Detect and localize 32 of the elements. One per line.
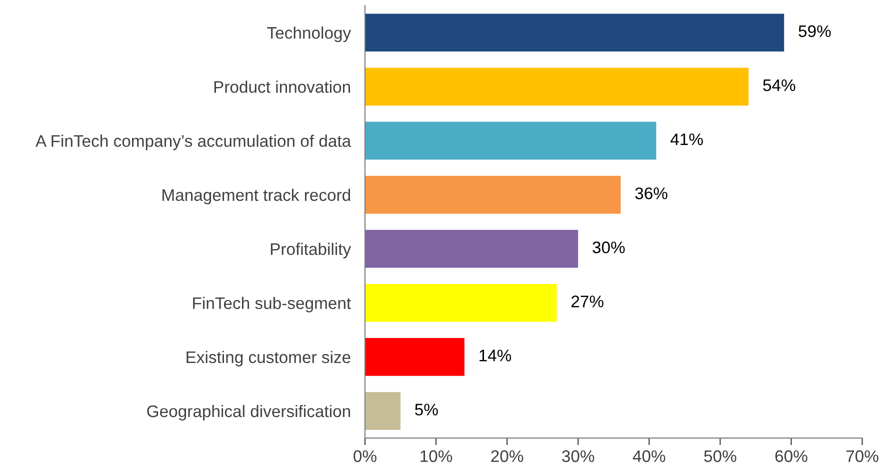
data-label: 27%: [572, 296, 604, 308]
x-tick-label: 30%: [562, 450, 594, 462]
x-tick-label: 20%: [491, 450, 524, 462]
bar: [364, 230, 578, 268]
y-tick-label: Existing customer size: [186, 350, 350, 366]
x-tick-label: 0%: [354, 450, 376, 462]
data-label: 36%: [635, 187, 668, 200]
bar: [364, 14, 784, 52]
data-label: 5%: [415, 404, 438, 416]
x-tick-label: 70%: [846, 450, 878, 462]
y-tick-label: Management track record: [162, 188, 350, 204]
bar: [364, 392, 400, 430]
bar: [364, 122, 656, 160]
x-tick-label: 60%: [775, 450, 808, 462]
bar: [364, 284, 557, 322]
data-label: 41%: [670, 133, 703, 146]
y-tick-label: Geographical diversification: [147, 404, 350, 420]
x-tick-label: 10%: [420, 450, 452, 462]
x-tick-label: 40%: [632, 450, 666, 462]
y-tick-label: Profitability: [270, 242, 352, 258]
bar: [364, 68, 749, 106]
data-label: 54%: [763, 79, 796, 92]
x-tick-label: 50%: [704, 450, 736, 462]
data-label: 14%: [480, 350, 512, 362]
y-tick-label: FinTech sub-segment: [193, 296, 351, 312]
bar: [364, 176, 621, 214]
data-label: 30%: [592, 242, 625, 254]
y-tick-label: A FinTech company’s accumulation of data: [36, 134, 352, 150]
data-label: 59%: [798, 25, 831, 38]
y-tick-label: Technology: [267, 26, 352, 42]
bar: [364, 338, 464, 376]
y-tick-label: Product innovation: [214, 80, 350, 93]
